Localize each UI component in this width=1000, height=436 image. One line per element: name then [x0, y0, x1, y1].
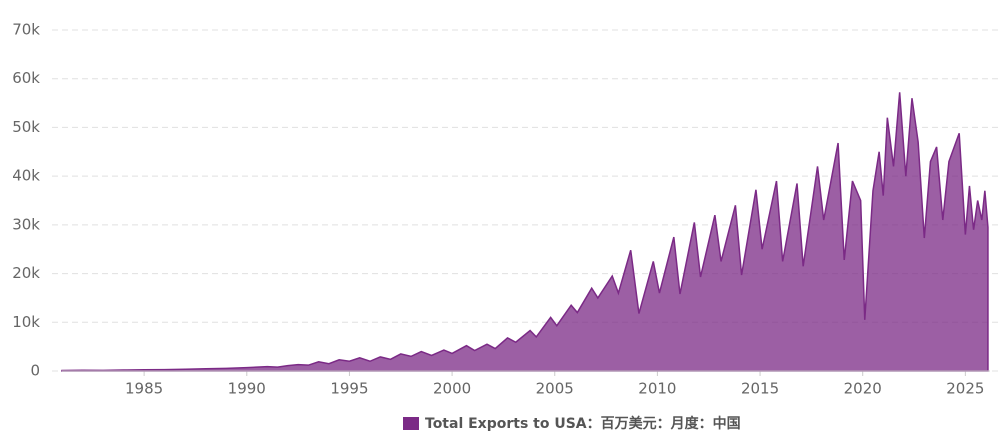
legend-label: Total Exports to USA：百万美元：月度：中国 [425, 415, 741, 432]
area [61, 92, 989, 372]
y-tick-label: 70k [12, 21, 40, 39]
y-tick-label: 10k [12, 313, 40, 331]
y-tick-label: 0 [30, 362, 40, 380]
y-tick-label: 30k [12, 215, 40, 233]
x-tick-label: 1985 [125, 380, 163, 398]
x-tick-label: 1995 [330, 380, 368, 398]
x-tick-label: 2005 [536, 380, 574, 398]
y-tick-label: 50k [12, 118, 40, 136]
x-tick-label: 2010 [638, 380, 676, 398]
x-tick-label: 2025 [946, 380, 984, 398]
y-tick-label: 40k [12, 167, 40, 185]
x-tick-label: 2015 [741, 380, 779, 398]
legend-swatch [403, 417, 419, 430]
x-tick-label: 2020 [844, 380, 882, 398]
x-tick-label: 1990 [228, 380, 266, 398]
y-tick-label: 60k [12, 69, 40, 87]
x-tick-label: 2000 [433, 380, 471, 398]
y-tick-label: 20k [12, 264, 40, 282]
